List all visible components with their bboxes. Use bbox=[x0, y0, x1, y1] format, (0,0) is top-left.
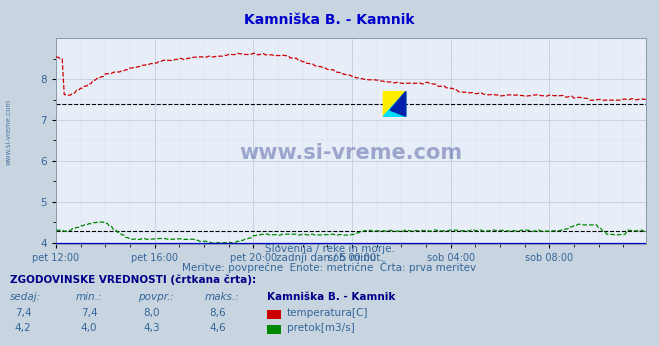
Text: pretok[m3/s]: pretok[m3/s] bbox=[287, 323, 355, 333]
Text: sedaj:: sedaj: bbox=[10, 292, 41, 302]
Text: zadnji dan / 5 minut.: zadnji dan / 5 minut. bbox=[275, 253, 384, 263]
Text: Kamniška B. - Kamnik: Kamniška B. - Kamnik bbox=[244, 13, 415, 27]
Text: min.:: min.: bbox=[76, 292, 102, 302]
Text: maks.:: maks.: bbox=[204, 292, 239, 302]
Text: Slovenija / reke in morje.: Slovenija / reke in morje. bbox=[264, 244, 395, 254]
Text: www.si-vreme.com: www.si-vreme.com bbox=[5, 98, 11, 165]
Text: 7,4: 7,4 bbox=[80, 308, 98, 318]
Text: 4,6: 4,6 bbox=[209, 323, 226, 333]
Text: Meritve: povprečne  Enote: metrične  Črta: prva meritev: Meritve: povprečne Enote: metrične Črta:… bbox=[183, 261, 476, 273]
Text: 4,0: 4,0 bbox=[80, 323, 98, 333]
Text: Kamniška B. - Kamnik: Kamniška B. - Kamnik bbox=[267, 292, 395, 302]
Polygon shape bbox=[390, 92, 406, 116]
Polygon shape bbox=[384, 92, 406, 116]
Text: 8,0: 8,0 bbox=[143, 308, 160, 318]
Text: temperatura[C]: temperatura[C] bbox=[287, 308, 368, 318]
Text: 7,4: 7,4 bbox=[14, 308, 32, 318]
Text: povpr.:: povpr.: bbox=[138, 292, 174, 302]
Text: 8,6: 8,6 bbox=[209, 308, 226, 318]
Polygon shape bbox=[384, 92, 406, 116]
Text: 4,2: 4,2 bbox=[14, 323, 32, 333]
Text: www.si-vreme.com: www.si-vreme.com bbox=[239, 143, 463, 163]
Text: 4,3: 4,3 bbox=[143, 323, 160, 333]
Text: ZGODOVINSKE VREDNOSTI (črtkana črta):: ZGODOVINSKE VREDNOSTI (črtkana črta): bbox=[10, 274, 256, 285]
